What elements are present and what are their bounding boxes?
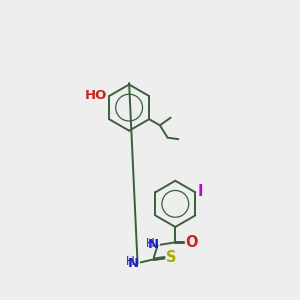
Text: I: I — [198, 184, 203, 199]
Text: O: O — [185, 235, 198, 250]
Text: S: S — [166, 250, 177, 265]
Text: N: N — [128, 257, 139, 270]
Text: HO: HO — [84, 89, 107, 102]
Text: H: H — [146, 237, 154, 250]
Text: N: N — [148, 238, 159, 251]
Text: H: H — [126, 255, 134, 268]
